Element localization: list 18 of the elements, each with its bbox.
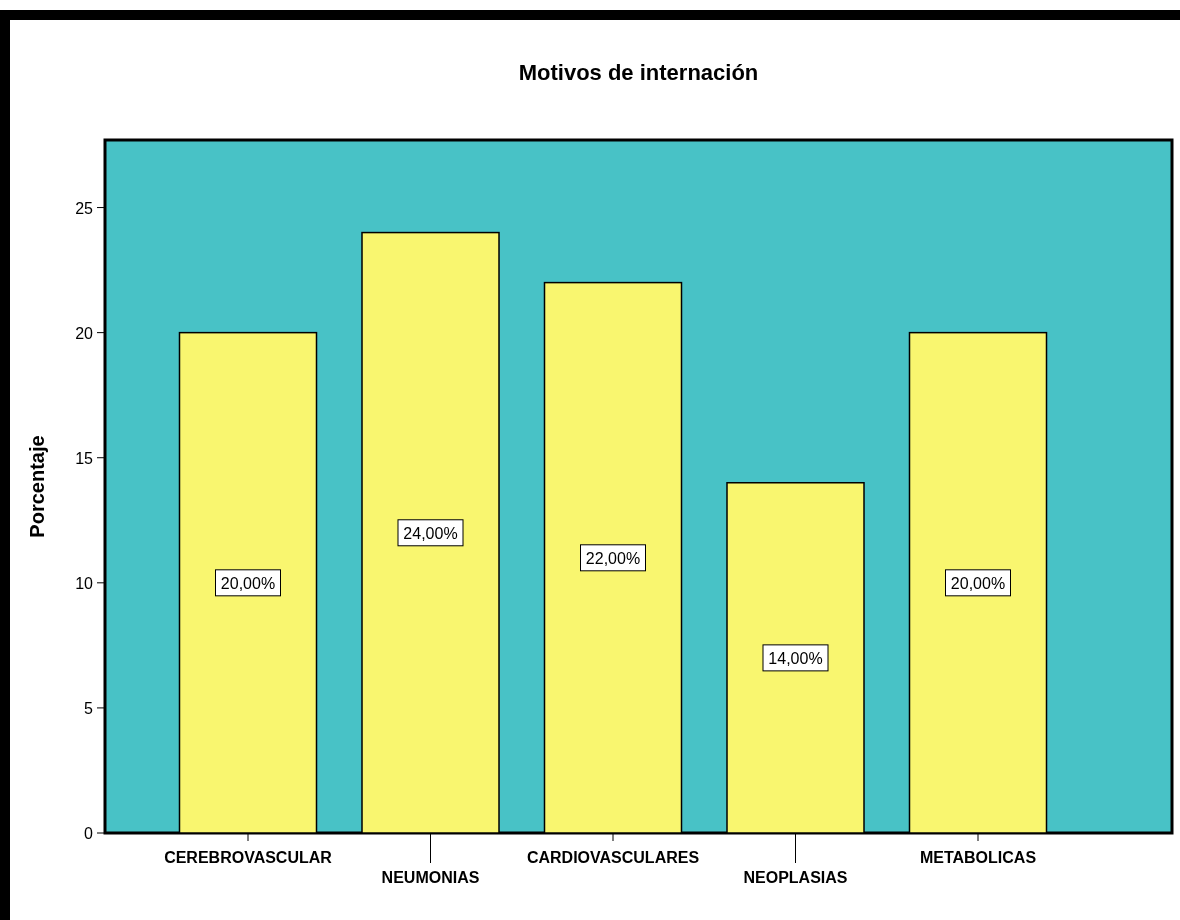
y-tick-label: 10 [75,574,94,592]
x-tick-label: METABOLICAS [919,849,1037,866]
x-tick-label: NEUMONIAS [381,869,480,886]
y-tick-label: 15 [75,449,94,467]
y-tick-label: 0 [84,825,94,842]
chart-title: Motivos de internación [518,60,759,85]
x-tick-label: NEOPLASIAS [743,869,848,886]
data-label: 20,00% [950,574,1006,592]
x-tick-label: CEREBROVASCULAR [164,849,333,866]
x-tick-label: CARDIOVASCULARES [526,849,700,866]
data-label: 20,00% [220,574,276,592]
y-tick-label: 5 [84,699,94,717]
y-tick-label: 20 [75,324,94,342]
y-axis-title: Porcentaje [26,435,48,538]
data-label: 22,00% [585,549,641,567]
data-label: 14,00% [768,649,823,667]
y-tick-label: 25 [75,199,94,217]
data-label: 24,00% [403,524,458,542]
